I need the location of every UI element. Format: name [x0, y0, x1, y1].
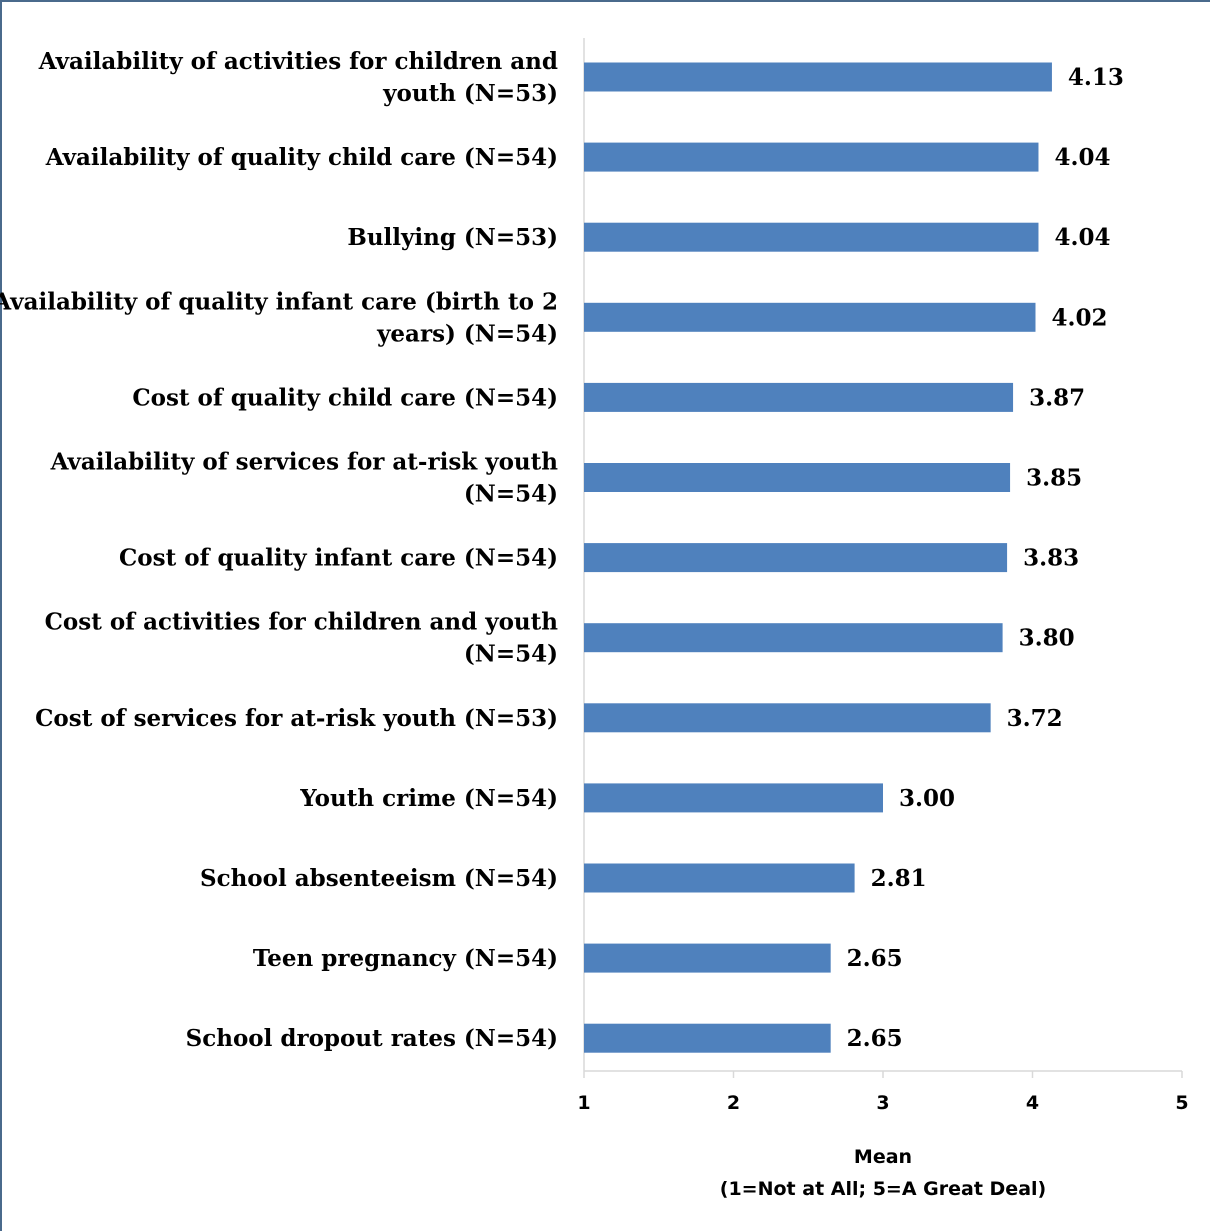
value-label: 3.85 — [1026, 465, 1082, 492]
category-label: Teen pregnancy (N=54) — [253, 945, 558, 972]
value-label: 4.02 — [1051, 304, 1107, 331]
category-label: School absenteeism (N=54) — [200, 865, 558, 892]
category-label: Youth crime (N=54) — [299, 785, 558, 812]
category-label: Bullying (N=53) — [347, 224, 558, 251]
bar — [584, 623, 1003, 653]
category-label-line: Cost of quality infant care (N=54) — [119, 545, 558, 572]
bar — [584, 703, 991, 733]
bar — [584, 142, 1039, 172]
category-label: Cost of activities for children and yout… — [45, 609, 559, 668]
category-label: Cost of services for at-risk youth (N=53… — [35, 705, 558, 732]
category-label: School dropout rates (N=54) — [186, 1025, 558, 1052]
category-label-line: Availability of quality infant care (bir… — [0, 288, 558, 315]
x-axis-title: Mean — [854, 1146, 912, 1168]
category-label-line: Youth crime (N=54) — [299, 785, 558, 812]
value-label: 4.04 — [1054, 144, 1110, 171]
category-label-line: Teen pregnancy (N=54) — [253, 945, 558, 972]
value-label: 2.81 — [871, 865, 927, 892]
category-label-line: Bullying (N=53) — [347, 224, 558, 251]
x-axis-title: (1=Not at All; 5=A Great Deal) — [720, 1178, 1046, 1200]
bar — [584, 543, 1008, 573]
category-label: Availability of quality infant care (bir… — [0, 288, 558, 347]
category-label-line: (N=54) — [464, 481, 558, 508]
category-label-line: Availability of activities for children … — [38, 48, 558, 75]
value-label: 2.65 — [847, 1025, 903, 1052]
category-label-line: youth (N=53) — [382, 80, 558, 107]
x-tick-label: 3 — [876, 1092, 889, 1114]
bar — [584, 302, 1036, 332]
value-label: 3.83 — [1023, 545, 1079, 572]
bar — [584, 62, 1052, 92]
x-tick-label: 1 — [577, 1092, 590, 1114]
category-label: Availability of activities for children … — [38, 48, 558, 107]
x-tick-label: 5 — [1175, 1092, 1188, 1114]
category-label-line: Cost of services for at-risk youth (N=53… — [35, 705, 558, 732]
value-label: 3.80 — [1019, 625, 1075, 652]
category-label-line: Cost of activities for children and yout… — [45, 609, 559, 636]
x-tick-label: 2 — [727, 1092, 740, 1114]
value-label: 4.13 — [1068, 64, 1124, 91]
category-label: Availability of services for at-risk you… — [50, 449, 559, 508]
category-label-line: School dropout rates (N=54) — [186, 1025, 558, 1052]
category-label-line: Availability of services for at-risk you… — [50, 449, 559, 476]
category-label: Cost of quality child care (N=54) — [132, 384, 558, 411]
category-label-line: (N=54) — [464, 641, 558, 668]
category-label-line: Cost of quality child care (N=54) — [132, 384, 558, 411]
category-label-line: School absenteeism (N=54) — [200, 865, 558, 892]
value-label: 3.72 — [1007, 705, 1063, 732]
category-label: Cost of quality infant care (N=54) — [119, 545, 558, 572]
category-label: Availability of quality child care (N=54… — [45, 144, 558, 171]
value-label: 3.00 — [899, 785, 955, 812]
category-label-line: years) (N=54) — [376, 320, 558, 347]
bar — [584, 783, 883, 813]
bar — [584, 863, 855, 893]
bar — [584, 943, 831, 973]
bar — [584, 463, 1011, 492]
bar — [584, 382, 1014, 412]
value-label: 3.87 — [1029, 384, 1085, 411]
bar — [584, 1023, 831, 1053]
bar — [584, 222, 1039, 252]
value-label: 2.65 — [847, 945, 903, 972]
category-label-line: Availability of quality child care (N=54… — [45, 144, 558, 171]
x-tick-label: 4 — [1026, 1092, 1039, 1114]
value-label: 4.04 — [1054, 224, 1110, 251]
